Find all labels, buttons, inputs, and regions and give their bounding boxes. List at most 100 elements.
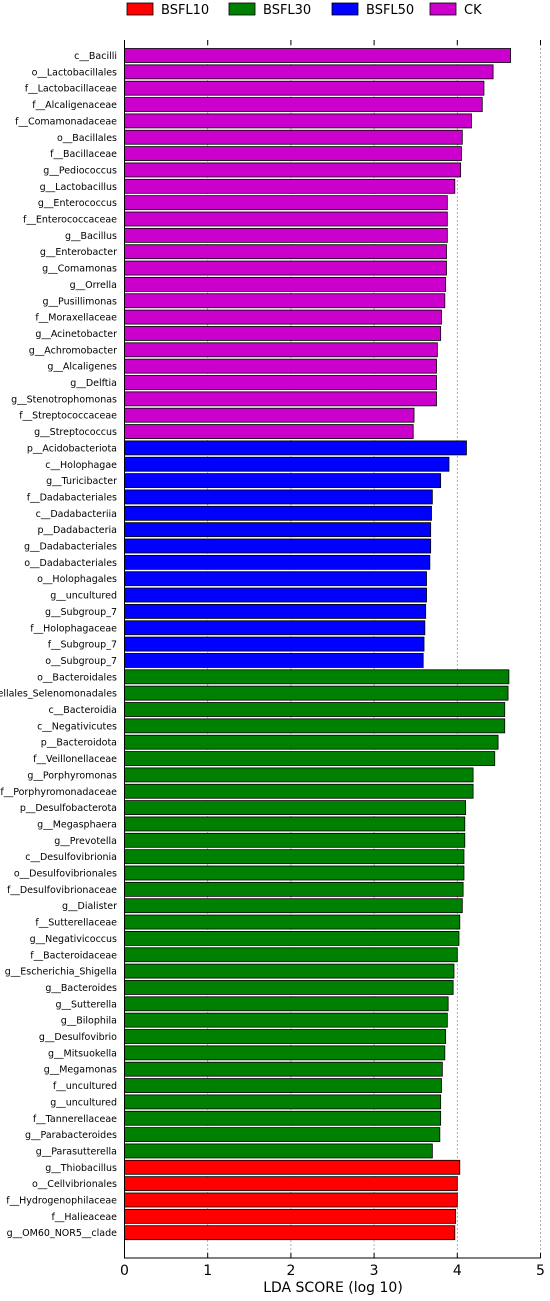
bar — [124, 1012, 448, 1028]
bar-label: f__Comamonadaceae — [15, 116, 117, 127]
bar — [124, 1094, 442, 1110]
bar-label: g__Thiobacillus — [45, 1163, 117, 1174]
bar — [124, 1176, 458, 1192]
bar-label: f__Hydrogenophilaceae — [6, 1196, 117, 1207]
bar-label: f__Streptococcaceae — [19, 411, 117, 422]
bar — [124, 1208, 457, 1224]
bar — [124, 571, 427, 587]
legend-swatch-bsfl50 — [331, 2, 359, 16]
bar-label: g__Dadabacteriales — [24, 542, 117, 553]
bar — [124, 980, 454, 995]
bar — [124, 1159, 461, 1175]
bar — [124, 375, 437, 390]
bar — [124, 342, 438, 358]
bar — [124, 849, 465, 865]
bar-label: c__Desulfovibrionia — [25, 852, 117, 863]
bar — [124, 1110, 442, 1126]
bar-label: f__Lactobacillaceae — [25, 84, 117, 95]
bar-label: o__Desulfovibrionales — [14, 869, 117, 880]
bar-label: f__uncultured — [53, 1081, 117, 1092]
bar-label: g__Stenotrophomonas — [11, 394, 117, 405]
bar-label: g__Subgroup_7 — [45, 607, 117, 618]
bar-label: g__Bilophila — [61, 1016, 117, 1027]
bar-label: g__Enterococcus — [38, 198, 117, 209]
bar-label: c__Dadabacteriia — [36, 509, 117, 520]
bar-label: g__Negativicoccus — [30, 934, 117, 945]
bar — [124, 1029, 447, 1044]
bar — [124, 1078, 442, 1093]
bar-label: f__Veillonellaceae — [33, 754, 117, 765]
x-axis-title: LDA SCORE (log 10) — [263, 1280, 403, 1296]
bar — [124, 620, 426, 636]
bar-label: o__Dadabacteriales — [24, 558, 117, 569]
bar — [124, 718, 506, 734]
bar-label: f__Desulfovibrionaceae — [7, 885, 117, 896]
bar — [124, 522, 432, 538]
bar-label: o__Bacillales — [57, 133, 117, 144]
bar-label: g__Parasutterella — [36, 1146, 117, 1157]
bar — [124, 146, 462, 162]
bar-label: g__Achromobacter — [29, 345, 117, 356]
bar — [124, 309, 442, 325]
bar — [124, 1045, 446, 1061]
bar — [124, 195, 448, 211]
bar — [124, 358, 437, 374]
bar-label: f__Dadabacteriales — [27, 492, 117, 503]
bar-label: o__Cellvibrionales — [32, 1179, 117, 1190]
x-tick-label: 2 — [286, 1263, 295, 1279]
bar-label: g__Megamonas — [44, 1065, 117, 1076]
bar-label: f__Porphyromonadaceae — [0, 787, 117, 798]
bar-label: g__Pediococcus — [43, 165, 117, 176]
bar — [124, 947, 458, 963]
bar — [124, 636, 425, 652]
bar — [124, 276, 447, 292]
bar-label: o__Bacteroidales — [37, 672, 117, 683]
bar-label: g__Escherichia_Shigella — [5, 967, 117, 978]
bar-label: g__Bacteroides — [45, 983, 117, 994]
bar — [124, 97, 483, 112]
bar — [124, 1061, 443, 1077]
x-axis: 0 1 2 3 4 5 — [120, 40, 545, 1279]
bar — [124, 734, 499, 750]
legend-label-bsfl10: BSFL10 — [161, 3, 209, 18]
legend-swatch-bsfl30 — [228, 2, 256, 16]
bar-label: p__Acidobacteriota — [27, 443, 117, 454]
bar — [124, 604, 427, 619]
x-tick-label: 5 — [536, 1263, 545, 1279]
bar — [124, 881, 464, 897]
bar — [124, 653, 424, 668]
bar-label: g__uncultured — [50, 1097, 117, 1108]
bar-label: f__Halieaceae — [52, 1212, 118, 1223]
bars — [124, 48, 511, 1241]
bar-label: c__Bacteroidia — [49, 705, 118, 716]
bar — [124, 293, 446, 309]
bar — [124, 816, 466, 832]
bar-label: f__Holophagaceae — [30, 623, 117, 634]
bar — [124, 211, 448, 227]
bar — [124, 162, 462, 178]
bar-label: f__Subgroup_7 — [48, 640, 117, 651]
bar-label: g__Pusillimonas — [43, 296, 118, 307]
bar-label: g__Enterobacter — [40, 247, 117, 258]
bar-label: f__Sutterellaceae — [35, 918, 117, 929]
x-tick-label: 3 — [370, 1263, 379, 1279]
bar-label: f__Moraxellaceae — [35, 313, 117, 324]
bar-label: c__Negativicutes — [37, 721, 117, 732]
bar-label: g__Comamonas — [42, 264, 117, 275]
bar-label: o__Holophagales — [37, 574, 117, 585]
bar — [124, 424, 414, 439]
bar — [124, 1225, 456, 1241]
bar — [124, 440, 467, 456]
bar — [124, 244, 447, 260]
bar — [124, 702, 506, 717]
bar — [124, 1192, 458, 1208]
bar — [124, 505, 432, 521]
bar — [124, 865, 465, 881]
bar — [124, 260, 447, 276]
bar-label: c__Bacilli — [74, 51, 117, 62]
bar — [124, 767, 474, 783]
bar-label: g__Bacillus — [65, 231, 117, 242]
bar-label: g__Desulfovibrio — [39, 1032, 117, 1043]
bar — [124, 64, 494, 80]
